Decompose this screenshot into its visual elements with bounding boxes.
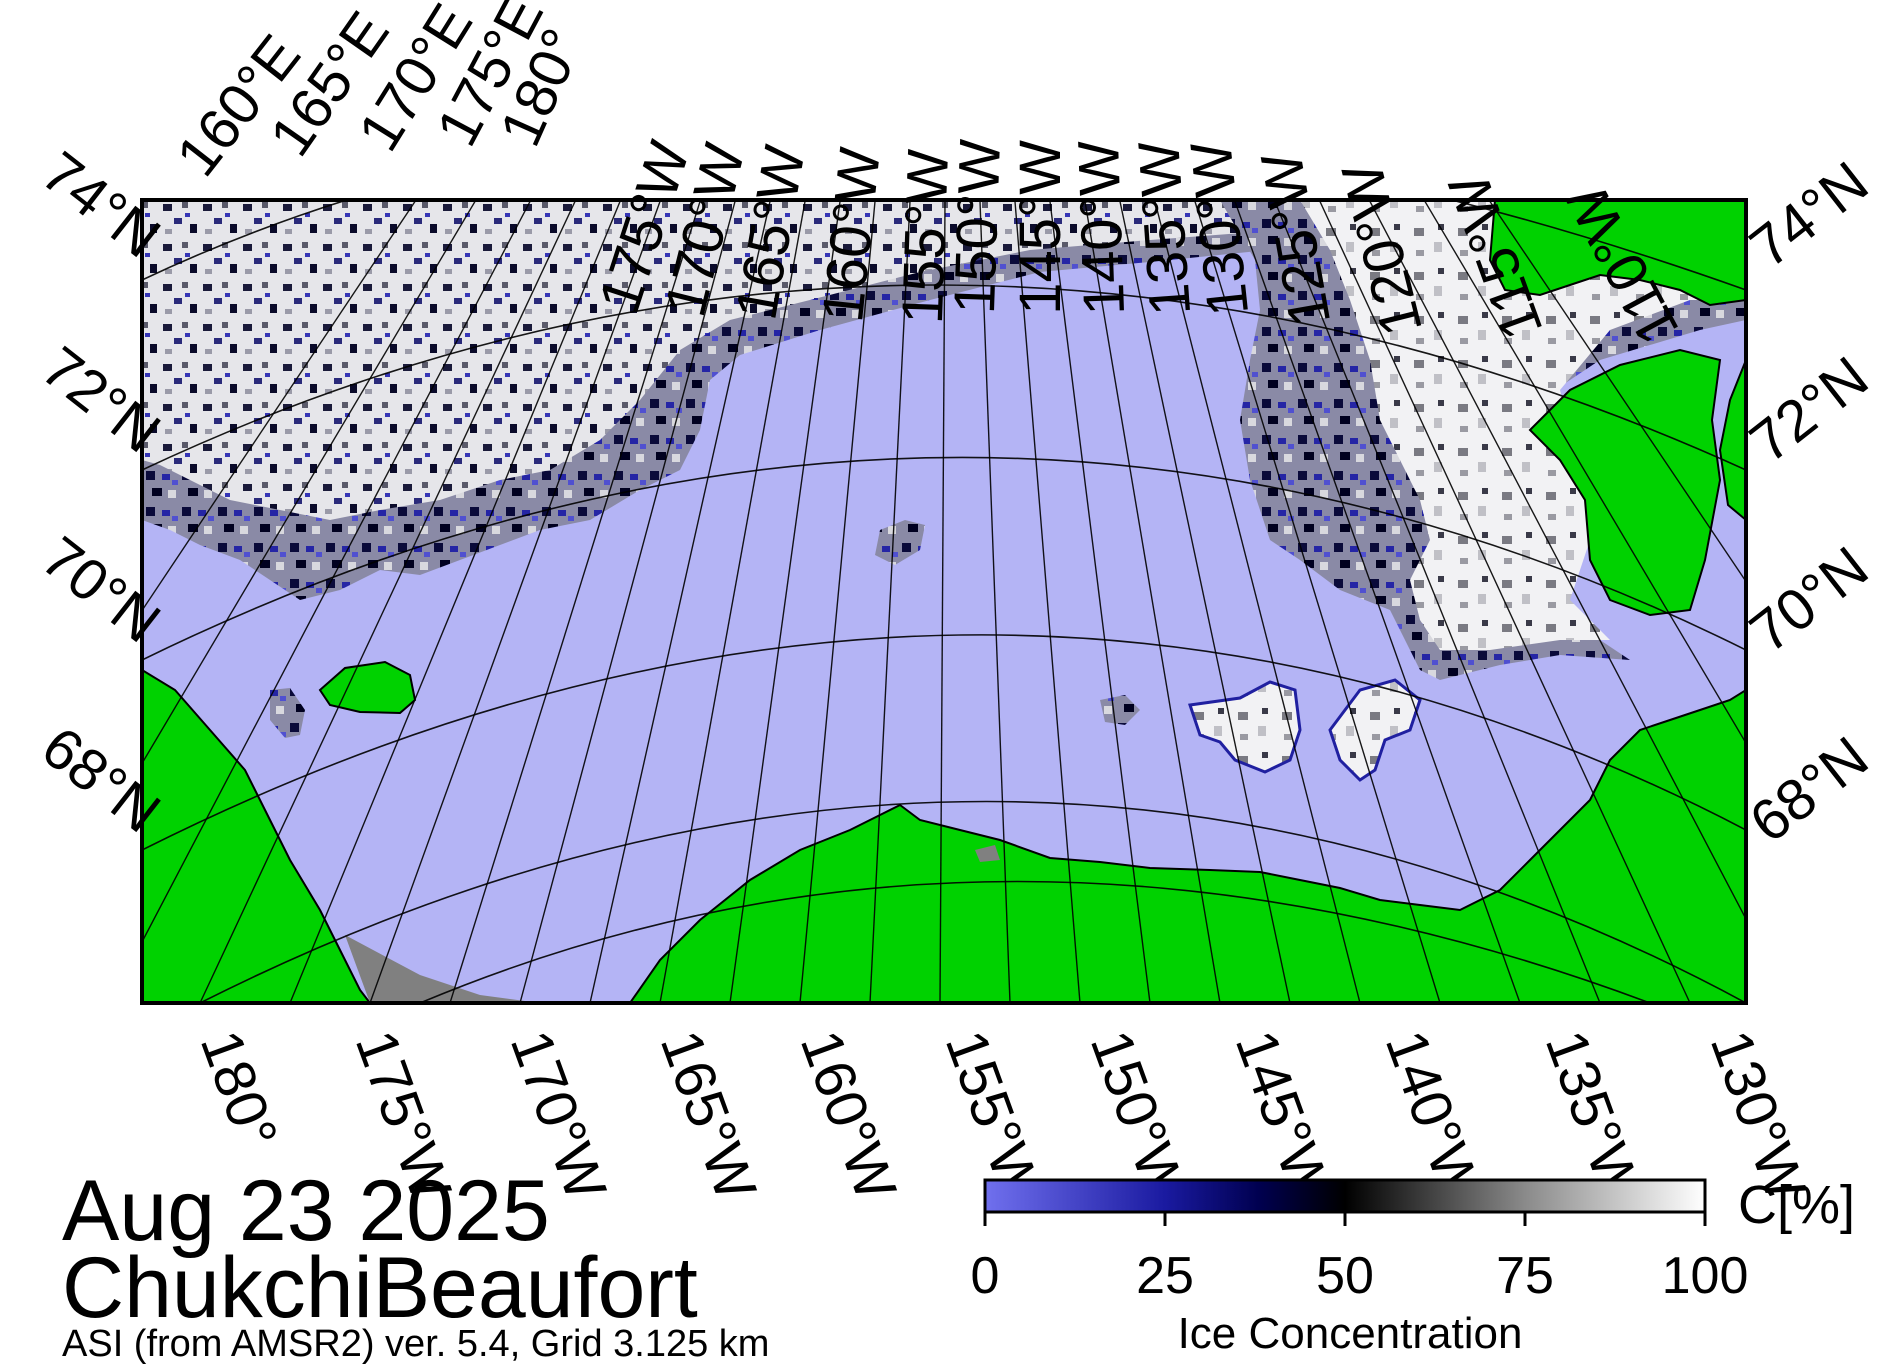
colorbar bbox=[983, 1178, 1707, 1214]
colorbar-tick-label: 25 bbox=[1136, 1247, 1194, 1305]
ice-floe-3 bbox=[875, 520, 925, 565]
date-label: Aug 23 2025 bbox=[62, 1163, 550, 1259]
archipelago-north bbox=[1488, 200, 1746, 307]
right-latitude-label: 74°N bbox=[1738, 149, 1880, 280]
map-panel bbox=[142, 200, 1746, 1003]
victoria-island-edge bbox=[1718, 359, 1746, 522]
ice-pack-west-core bbox=[142, 200, 1260, 520]
bottom-longitude-label: 165°W bbox=[648, 1022, 769, 1209]
banks-island bbox=[1528, 348, 1722, 617]
colorbar-tick-label: 0 bbox=[970, 1247, 1000, 1305]
source-label: ASI (from AMSR2) ver. 5.4, Grid 3.125 km bbox=[62, 1323, 770, 1365]
colorbar-tick-label: 100 bbox=[1661, 1247, 1749, 1305]
right-latitude-label: 72°N bbox=[1738, 344, 1880, 475]
colorbar-unit: C[%] bbox=[1738, 1175, 1856, 1235]
mackenzie-delta-grey bbox=[975, 845, 1000, 862]
graticule bbox=[142, 200, 1746, 1003]
right-latitude-label: 68°N bbox=[1738, 724, 1880, 855]
top-longitude-label: 155°W bbox=[890, 148, 961, 325]
top-longitude-label: 150°W bbox=[942, 138, 1013, 315]
no-data-region bbox=[345, 935, 540, 1003]
alaska-canada-land bbox=[628, 688, 1746, 1003]
colorbar-title: Ice Concentration bbox=[1177, 1309, 1523, 1358]
bottom-longitude-label: 160°W bbox=[788, 1022, 909, 1209]
ice-floe-5 bbox=[270, 688, 305, 738]
colorbar-tick-label: 75 bbox=[1496, 1247, 1554, 1305]
chukotka-land bbox=[142, 668, 372, 1003]
right-latitude-label: 70°N bbox=[1738, 534, 1880, 665]
top-longitude-label: 135°W bbox=[1126, 139, 1203, 318]
region-label: ChukchiBeaufort bbox=[62, 1240, 698, 1336]
ice-floe-2 bbox=[1328, 678, 1422, 782]
right-latitude-labels: 74°N 72°N 70°N 68°N bbox=[1738, 149, 1880, 855]
top-longitude-label: 140°W bbox=[1066, 139, 1137, 316]
ice-pack-east-core bbox=[1300, 200, 1746, 650]
top-longitude-label: 145°W bbox=[1008, 140, 1073, 315]
map-frame bbox=[140, 198, 1748, 1005]
colorbar-tick-label: 50 bbox=[1316, 1247, 1374, 1305]
ice-floe-4 bbox=[1100, 695, 1140, 725]
colorbar-ticks bbox=[983, 1212, 1707, 1226]
bottom-longitude-label: 180° bbox=[188, 1022, 290, 1157]
ice-floe-1 bbox=[1188, 680, 1302, 774]
